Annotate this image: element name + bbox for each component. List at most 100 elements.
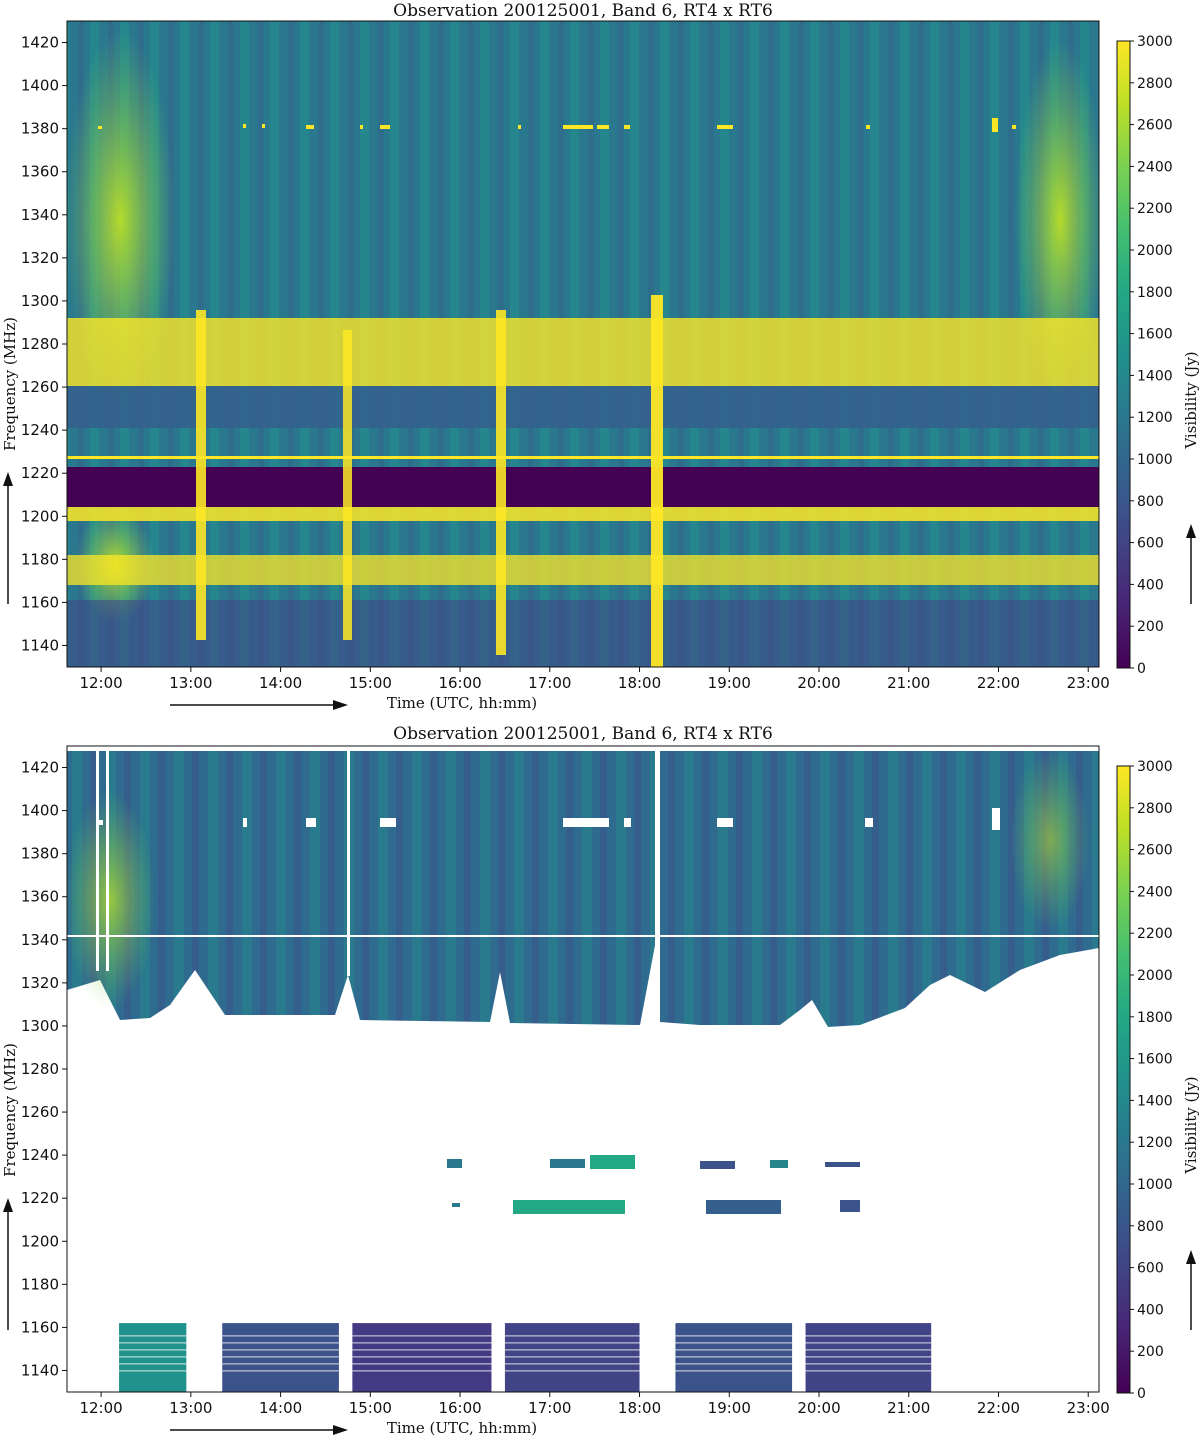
panel1-ytick-label: 1320 xyxy=(21,249,59,267)
panel2-low-block-flagline xyxy=(675,1363,793,1365)
panel2-cbtick-label: 1600 xyxy=(1137,1052,1173,1068)
panel2-low-block-flagline xyxy=(352,1363,492,1365)
panel-flagged: Observation 200125001, Band 6, RT4 x RT6 xyxy=(1,724,1200,1437)
panel2-low-block-flagline xyxy=(805,1349,932,1351)
panel1-burst-4 xyxy=(651,295,663,667)
panel2-remnants-1230 xyxy=(452,1200,860,1214)
panel2-flag-vline-2 xyxy=(106,751,109,971)
panel1-y-label: Frequency (MHz) xyxy=(1,317,19,451)
panel1-ytick-label: 1360 xyxy=(21,163,59,181)
panel1-zero-band xyxy=(67,467,1099,507)
panel1-cbtick-label: 1800 xyxy=(1137,285,1173,301)
panel1-ytick-label: 1200 xyxy=(21,507,59,525)
panel2-low-blocks xyxy=(119,1323,932,1392)
panel2-low-block-flagline xyxy=(222,1356,339,1358)
panel1-cbtick-label: 2200 xyxy=(1137,201,1173,217)
panel2-ytick-label: 1180 xyxy=(21,1275,59,1293)
panel1-cb-arrowhead xyxy=(1186,524,1196,538)
panel2-cbtick-label: 3000 xyxy=(1137,759,1173,775)
panel2-x-arrowhead xyxy=(333,1425,348,1435)
panel2-y-ticks: 1140 1160 1180 1200 1220 1240 1260 1280 1300 1320… xyxy=(21,759,67,1379)
panel2-cbtick-label: 2400 xyxy=(1137,884,1173,900)
panel1-xtick-label: 17:00 xyxy=(528,674,571,692)
panel-raw: Observation 200125001, Band 6, RT4 x RT6 xyxy=(1,1,1200,712)
panel2-low-block-flagline xyxy=(352,1335,492,1337)
panel2-low-block-flagline xyxy=(504,1349,640,1351)
panel1-colorbar-ticks: 0 200 400 600 800 1000 1200 1400 1600 1800 2000 220… xyxy=(1130,34,1173,677)
panel1-x-label: Time (UTC, hh:mm) xyxy=(387,694,537,712)
panel2-ytick-label: 1260 xyxy=(21,1103,59,1121)
panel1-bright-left xyxy=(67,30,175,410)
panel2-cbtick-label: 1800 xyxy=(1137,1010,1173,1026)
panel1-ytick-label: 1400 xyxy=(21,77,59,95)
panel2-colorbar-label: Visibility (Jy) xyxy=(1182,1076,1200,1174)
panel2-xtick-label: 16:00 xyxy=(438,1399,481,1417)
panel1-xtick-label: 22:00 xyxy=(977,674,1020,692)
panel1-rfi-dots-1380 xyxy=(98,118,1016,132)
panel2-low-block-flagline xyxy=(222,1349,339,1351)
panel2-low-block-flagline xyxy=(805,1370,932,1372)
panel1-cbtick-label: 200 xyxy=(1137,619,1164,635)
panel2-low-block-flagline xyxy=(675,1356,793,1358)
panel2-low-block-flagline xyxy=(805,1335,932,1337)
panel1-title: Observation 200125001, Band 6, RT4 x RT6 xyxy=(393,1,773,21)
panel2-ytick-label: 1280 xyxy=(21,1060,59,1078)
panel1-ytick-label: 1180 xyxy=(21,550,59,568)
panel1-burst-1 xyxy=(196,310,206,640)
panel1-burst-3 xyxy=(496,310,506,655)
panel1-ytick-label: 1340 xyxy=(21,206,59,224)
panel2-cb-arrowhead xyxy=(1186,1250,1196,1264)
panel2-cbtick-label: 1400 xyxy=(1137,1093,1173,1109)
panel2-ytick-label: 1220 xyxy=(21,1189,59,1207)
panel2-cbtick-label: 2800 xyxy=(1137,801,1173,817)
panel1-ytick-label: 1220 xyxy=(21,464,59,482)
panel2-cbtick-label: 1000 xyxy=(1137,1177,1173,1193)
panel2-ytick-label: 1420 xyxy=(21,759,59,777)
panel2-ytick-label: 1360 xyxy=(21,888,59,906)
panel1-cbtick-label: 400 xyxy=(1137,577,1164,593)
panel2-colorbar-ticks: 0 200 400 600 800 1000 1200 1400 1600 1800 2000 220… xyxy=(1130,759,1173,1402)
panel2-cbtick-label: 2000 xyxy=(1137,968,1173,984)
panel2-xtick-label: 22:00 xyxy=(977,1399,1020,1417)
panel2-flag-marks-1380 xyxy=(98,808,1000,830)
panel2-flag-vline-1 xyxy=(96,751,99,971)
panel2-xtick-label: 17:00 xyxy=(528,1399,571,1417)
panel2-bright-left xyxy=(67,790,155,1010)
panel1-ytick-label: 1380 xyxy=(21,120,59,138)
panel2-ytick-label: 1140 xyxy=(21,1361,59,1379)
panel2-cbtick-label: 400 xyxy=(1137,1302,1164,1318)
panel2-ytick-label: 1340 xyxy=(21,931,59,949)
panel2-flag-line-1342 xyxy=(67,935,1099,937)
panel1-xtick-label: 19:00 xyxy=(708,674,751,692)
panel2-upper-unflagged xyxy=(67,751,1099,1027)
panel2-xtick-label: 13:00 xyxy=(169,1399,212,1417)
panel2-ytick-label: 1380 xyxy=(21,845,59,863)
panel1-xtick-label: 18:00 xyxy=(618,674,661,692)
panel1-ytick-label: 1280 xyxy=(21,335,59,353)
panel2-title: Observation 200125001, Band 6, RT4 x RT6 xyxy=(393,724,773,744)
panel1-cbtick-label: 1400 xyxy=(1137,368,1173,384)
panel1-xtick-label: 15:00 xyxy=(349,674,392,692)
panel1-y-ticks: 1140 1160 1180 1200 1220 1240 1260 1280 1300 1320… xyxy=(21,34,67,654)
panel2-x-ticks: 12:00 13:00 14:00 15:00 16:00 17:00 18:00 19:00… xyxy=(79,1392,1110,1417)
panel2-xtick-label: 23:00 xyxy=(1067,1399,1110,1417)
panel2-low-block-flagline xyxy=(222,1370,339,1372)
panel2-ytick-label: 1160 xyxy=(21,1318,59,1336)
panel1-xtick-label: 12:00 xyxy=(79,674,122,692)
panel1-ytick-label: 1240 xyxy=(21,421,59,439)
panel2-bright-right xyxy=(1010,750,1090,930)
panel2-low-block-flagline xyxy=(504,1335,640,1337)
panel2-low-block-flagline xyxy=(504,1363,640,1365)
panel2-xtick-label: 15:00 xyxy=(349,1399,392,1417)
panel2-low-block-flagline xyxy=(504,1342,640,1344)
panel2-low-block-flagline xyxy=(222,1363,339,1365)
panel1-ytick-label: 1420 xyxy=(21,34,59,52)
panel1-colorbar-label: Visibility (Jy) xyxy=(1182,351,1200,449)
panel2-low-block-flagline xyxy=(805,1363,932,1365)
panel1-cbtick-label: 2600 xyxy=(1137,118,1173,134)
panel2-low-block-flagline xyxy=(675,1342,793,1344)
panel2-low-block-flagline xyxy=(119,1349,187,1351)
panel2-xtick-label: 18:00 xyxy=(618,1399,661,1417)
panel1-x-ticks: 12:00 13:00 14:00 15:00 16:00 17:00 18:00 19:00… xyxy=(79,667,1110,692)
panel1-rfi-band-1200 xyxy=(67,507,1099,521)
